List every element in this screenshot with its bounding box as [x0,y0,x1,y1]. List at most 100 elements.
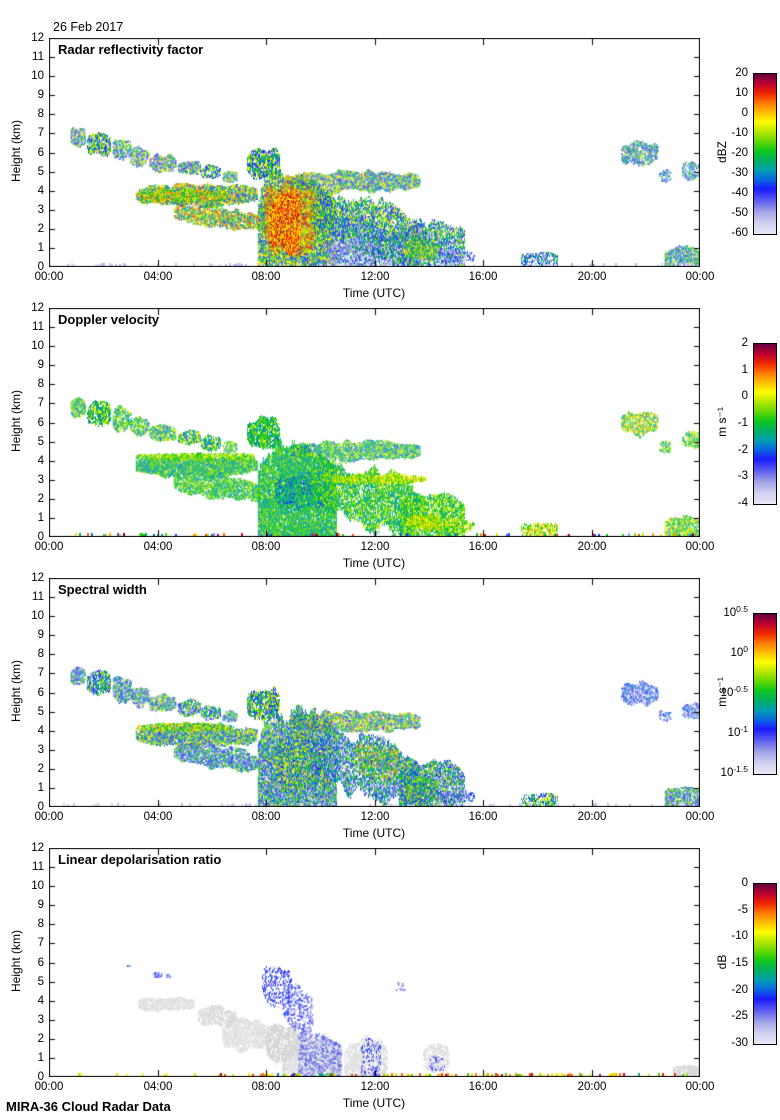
x-tick-label: 20:00 [577,541,607,553]
y-tick-label: 11 [32,591,44,603]
colorbar-tick-label: -30 [731,167,748,179]
colorbar-tick-label: -20 [731,984,748,996]
panel-title-reflectivity: Radar reflectivity factor [58,42,204,57]
colorbar-tick-label: -40 [731,187,748,199]
x-tick-label: 08:00 [251,1081,281,1093]
x-tick-label: 00:00 [34,1081,64,1093]
ldr-heatmap [49,848,700,1077]
footer-label: MIRA-36 Cloud Radar Data [6,1099,171,1114]
x-tick-label: 00:00 [34,811,64,823]
y-tick-label: 3 [37,1014,44,1026]
y-tick-label: 7 [37,397,44,409]
y-tick-label: 12 [31,302,44,314]
x-tick-label: 16:00 [468,811,498,823]
y-axis-label: Height (km) [9,930,23,993]
colorbar-tick-label: 0 [741,390,748,402]
y-tick-label: 1 [37,512,44,524]
colorbar-ldr [753,883,777,1045]
y-tick-label: 5 [37,706,44,718]
x-tick-label: 16:00 [468,541,498,553]
x-tick-label: 08:00 [251,271,281,283]
y-axis-label: Height (km) [9,120,23,183]
colorbar-tick-label: 10-0.5 [720,684,748,699]
y-tick-label: 5 [37,976,44,988]
panel-title-doppler: Doppler velocity [58,312,160,327]
y-tick-label: 5 [37,166,44,178]
colorbar-tick-label: -30 [731,1037,748,1049]
x-tick-label: 00:00 [34,271,64,283]
colorbar-unit-doppler: m s⁻¹ [715,407,729,437]
colorbar-tick-label: 10-1.5 [720,764,748,779]
reflectivity-heatmap [49,38,700,267]
colorbar-tick-label: 100 [730,644,748,659]
y-tick-label: 4 [37,995,44,1007]
colorbar-tick-label: -2 [737,444,748,456]
colorbar-tick-label: -3 [737,470,748,482]
x-tick-label: 20:00 [577,271,607,283]
y-tick-label: 3 [37,474,44,486]
x-tick-label: 16:00 [468,271,498,283]
colorbar-tick-label: 1 [741,364,748,376]
colorbar-tick-label: -25 [731,1010,748,1022]
y-tick-label: 0 [37,1071,44,1083]
y-tick-label: 6 [37,957,44,969]
y-tick-label: 7 [37,127,44,139]
colorbar-tick-label: 2 [741,337,748,349]
y-tick-label: 2 [37,763,44,775]
x-tick-label: 16:00 [468,1081,498,1093]
y-tick-label: 12 [31,572,44,584]
colorbar-tick-label: -15 [731,957,748,969]
y-tick-label: 7 [37,937,44,949]
colorbar-tick-label: 0 [741,107,748,119]
x-tick-label: 12:00 [360,1081,390,1093]
colorbar-tick-label: 0 [741,877,748,889]
panel-title-ldr: Linear depolarisation ratio [58,852,222,867]
y-axis-label: Height (km) [9,390,23,453]
y-tick-label: 4 [37,185,44,197]
y-tick-label: 5 [37,436,44,448]
colorbar-tick-label: -20 [731,147,748,159]
y-tick-label: 8 [37,108,44,120]
x-axis-label: Time (UTC) [342,556,406,570]
colorbar-tick-label: 10-1 [727,724,748,739]
x-tick-label: 04:00 [143,1081,173,1093]
y-tick-label: 9 [37,89,44,101]
colorbar-tick-label: -10 [731,127,748,139]
y-tick-label: 4 [37,455,44,467]
y-tick-label: 1 [37,1052,44,1064]
y-tick-label: 0 [37,531,44,543]
y-tick-label: 12 [31,32,44,44]
y-tick-label: 10 [31,610,44,622]
y-tick-label: 8 [37,378,44,390]
panel-title-spectral-width: Spectral width [58,582,147,597]
x-tick-label: 04:00 [143,271,173,283]
y-tick-label: 12 [31,842,44,854]
doppler-velocity-heatmap [49,308,700,537]
y-tick-label: 9 [37,359,44,371]
y-tick-label: 6 [37,417,44,429]
y-tick-label: 11 [32,321,44,333]
y-tick-label: 4 [37,725,44,737]
colorbar-tick-label: -10 [731,930,748,942]
x-tick-label: 12:00 [360,811,390,823]
y-tick-label: 8 [37,648,44,660]
y-tick-label: 1 [37,782,44,794]
x-tick-label: 08:00 [251,811,281,823]
y-tick-label: 3 [37,204,44,216]
y-tick-label: 10 [31,880,44,892]
date-label: 26 Feb 2017 [53,20,124,34]
colorbar-tick-label: -60 [731,227,748,239]
colorbar-unit-reflectivity: dBZ [715,141,729,164]
x-tick-label: 12:00 [360,271,390,283]
y-tick-label: 8 [37,918,44,930]
colorbar-tick-label: -5 [737,904,748,916]
y-tick-label: 2 [37,493,44,505]
x-axis-label: Time (UTC) [342,286,406,300]
colorbar-unit-ldr: dB [715,954,729,970]
colorbar-tick-label: -4 [737,497,748,509]
x-tick-label: 04:00 [143,811,173,823]
x-tick-label: 20:00 [577,811,607,823]
x-tick-label: 00:00 [685,811,715,823]
colorbar-tick-label: -1 [737,417,748,429]
